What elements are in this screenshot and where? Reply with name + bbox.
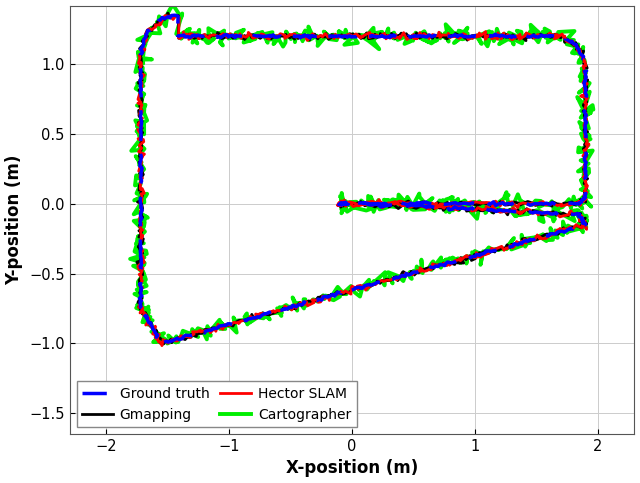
Cartographer [132, 305, 140, 311]
Ground truth [157, 341, 165, 347]
Cartographer [574, 149, 582, 155]
Hector SLAM [189, 329, 196, 335]
Gmapping [138, 308, 146, 313]
Cartographer [169, 2, 177, 8]
Gmapping [159, 341, 166, 347]
Y-axis label: Y-position (m): Y-position (m) [6, 155, 24, 285]
Hector SLAM [324, 34, 332, 40]
Gmapping [583, 152, 591, 158]
Gmapping [193, 331, 200, 337]
Ground truth [136, 305, 144, 311]
Hector SLAM [334, 203, 342, 209]
Ground truth [581, 222, 589, 228]
Hector SLAM [138, 306, 145, 312]
Cartographer [159, 341, 166, 347]
Cartographer [138, 304, 146, 310]
Ground truth [582, 151, 590, 157]
Cartographer [342, 206, 349, 212]
Ground truth [339, 202, 346, 208]
Cartographer [132, 241, 140, 246]
Ground truth [192, 331, 200, 337]
Ground truth [324, 33, 332, 39]
Gmapping [164, 10, 172, 16]
Cartographer [580, 219, 588, 225]
Hector SLAM [579, 219, 586, 225]
Hector SLAM [158, 343, 166, 349]
Line: Gmapping: Gmapping [137, 13, 588, 344]
Cartographer [327, 35, 335, 41]
Legend: Ground truth, Gmapping, Hector SLAM, Cartographer: Ground truth, Gmapping, Hector SLAM, Car… [77, 381, 356, 427]
Line: Cartographer: Cartographer [130, 5, 593, 344]
Gmapping [579, 220, 587, 226]
X-axis label: X-position (m): X-position (m) [286, 459, 418, 477]
Line: Ground truth: Ground truth [140, 15, 587, 344]
Gmapping [335, 201, 343, 207]
Gmapping [324, 36, 332, 42]
Ground truth [138, 305, 146, 311]
Line: Hector SLAM: Hector SLAM [138, 15, 589, 346]
Hector SLAM [581, 151, 589, 156]
Ground truth [170, 13, 178, 18]
Hector SLAM [136, 240, 144, 246]
Hector SLAM [139, 305, 147, 311]
Cartographer [188, 330, 196, 336]
Gmapping [136, 241, 143, 247]
Gmapping [135, 304, 143, 310]
Hector SLAM [172, 13, 180, 18]
Ground truth [137, 242, 145, 247]
